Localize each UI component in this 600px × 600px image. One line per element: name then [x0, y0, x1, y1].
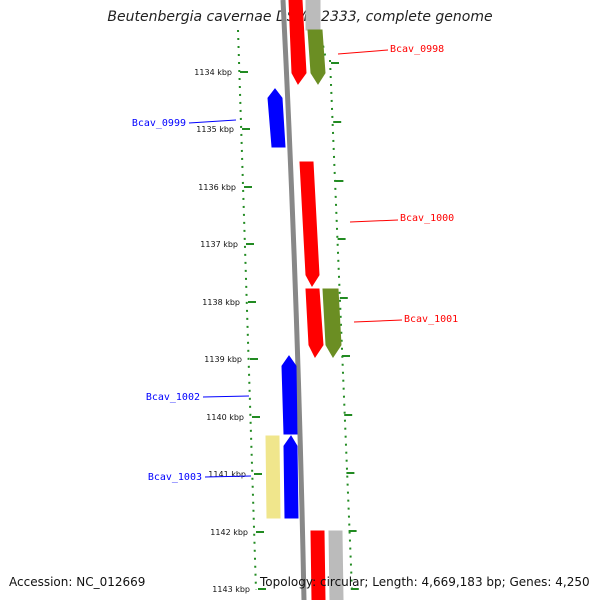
gene-bcav-0999	[267, 88, 286, 148]
gene-label-connector	[188, 119, 237, 124]
gene-bcav-1001b	[322, 288, 342, 358]
gene-yellow	[265, 435, 281, 519]
gene-label-connector	[202, 395, 250, 398]
gene-grey-bottom	[328, 530, 344, 600]
gene-label-connector	[349, 219, 399, 223]
tick-label: 1134 kbp	[194, 68, 232, 77]
gene-features	[265, 0, 344, 600]
gene-label: Bcav_1000	[400, 213, 454, 224]
tick-track-right	[329, 59, 353, 591]
tick-label: 1136 kbp	[198, 183, 236, 192]
gene-label: Bcav_0998	[390, 44, 444, 55]
tick-label: 1139 kbp	[204, 355, 242, 364]
gene-grey-top	[305, 0, 321, 31]
tick-track-left	[237, 29, 257, 591]
gene-bcav-0998	[307, 29, 326, 85]
gene-label: Bcav_0999	[132, 118, 186, 129]
gene-label-connector	[353, 319, 403, 323]
gene-label: Bcav_1001	[404, 314, 458, 325]
tick-label: 1138 kbp	[202, 298, 240, 307]
tick-label: 1141 kbp	[208, 470, 246, 479]
gene-bcav-0997	[288, 0, 307, 85]
tick-label: 1135 kbp	[196, 125, 234, 134]
tick-label: 1137 kbp	[200, 240, 238, 249]
tick-label: 1143 kbp	[212, 585, 250, 594]
gene-bcav-1003	[283, 435, 299, 519]
gene-labels: Bcav_0998 Bcav_0999 Bcav_1000 Bcav_1001 Bcav…	[132, 44, 458, 483]
tick-label: 1142 kbp	[210, 528, 248, 537]
gene-label-connector	[204, 475, 252, 478]
tick-track-right-top	[319, 29, 327, 61]
gene-red-bottom	[310, 530, 326, 600]
tick-marks: 1134 kbp 1135 kbp 1136 kbp 1137 kbp 1138 kbp…	[194, 62, 359, 594]
gene-bcav-1001a	[305, 288, 324, 358]
accession-text: Accession: NC_012669	[9, 575, 146, 589]
gene-label-connector	[337, 49, 389, 55]
gene-bcav-1002	[281, 355, 298, 435]
gene-bcav-1000	[299, 161, 320, 287]
gene-label: Bcav_1002	[146, 392, 200, 403]
gene-label: Bcav_1003	[148, 472, 202, 483]
topology-text: Topology: circular; Length: 4,669,183 bp…	[260, 575, 590, 589]
tick-label: 1140 kbp	[206, 413, 244, 422]
genome-backbone	[280, 0, 307, 600]
